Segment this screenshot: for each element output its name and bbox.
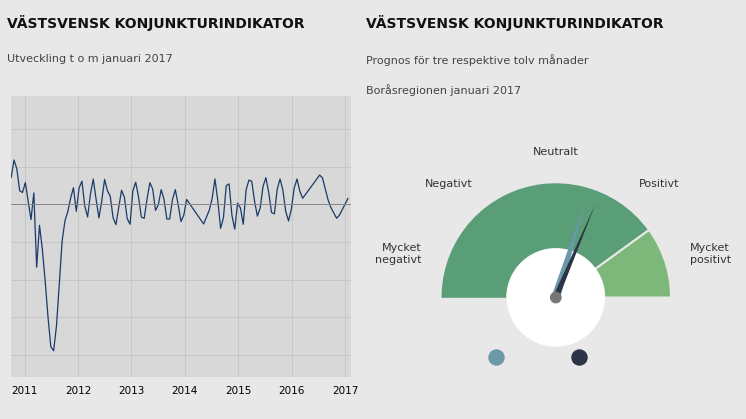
Text: 3 mån: 3 mån: [516, 352, 552, 362]
Text: 12 mån: 12 mån: [600, 352, 642, 362]
Wedge shape: [440, 182, 671, 413]
Text: Negativt: Negativt: [425, 179, 473, 189]
Text: Mycket
positivt: Mycket positivt: [689, 243, 730, 265]
Polygon shape: [551, 201, 586, 302]
Text: Prognos för tre respektive tolv månader: Prognos för tre respektive tolv månader: [366, 54, 588, 66]
Text: VÄSTSVENSK KONJUNKTURINDIKATOR: VÄSTSVENSK KONJUNKTURINDIKATOR: [7, 15, 305, 31]
Wedge shape: [440, 188, 671, 413]
Point: [573, 354, 585, 361]
Circle shape: [551, 292, 561, 303]
Text: VÄSTSVENSK KONJUNKTURINDIKATOR: VÄSTSVENSK KONJUNKTURINDIKATOR: [366, 15, 663, 31]
Wedge shape: [440, 182, 671, 413]
Text: Positivt: Positivt: [639, 179, 679, 189]
Text: Mycket
negativt: Mycket negativt: [375, 243, 422, 265]
Polygon shape: [553, 204, 595, 302]
Bar: [440, 297, 671, 413]
Text: Utveckling t o m januari 2017: Utveckling t o m januari 2017: [7, 54, 173, 65]
Point: [490, 354, 502, 361]
Wedge shape: [440, 182, 671, 413]
Text: Boråsregionen januari 2017: Boråsregionen januari 2017: [366, 84, 521, 96]
Wedge shape: [440, 182, 671, 413]
Text: Neutralt: Neutralt: [533, 147, 579, 157]
Circle shape: [507, 249, 604, 346]
